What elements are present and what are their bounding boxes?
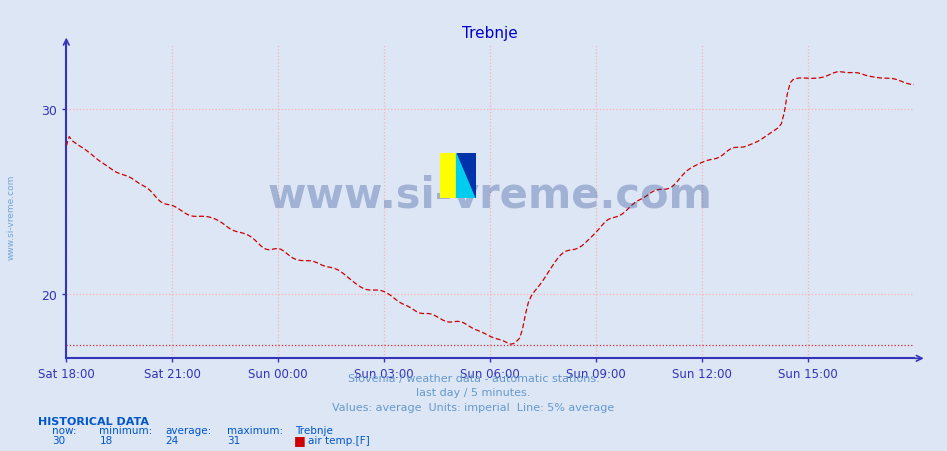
Text: 18: 18 bbox=[99, 435, 113, 445]
Text: now:: now: bbox=[52, 425, 77, 435]
Text: HISTORICAL DATA: HISTORICAL DATA bbox=[38, 416, 149, 426]
Text: Values: average  Units: imperial  Line: 5% average: Values: average Units: imperial Line: 5%… bbox=[332, 402, 615, 412]
Title: Trebnje: Trebnje bbox=[462, 26, 518, 41]
Text: 30: 30 bbox=[52, 435, 65, 445]
Text: 31: 31 bbox=[227, 435, 241, 445]
Text: last day / 5 minutes.: last day / 5 minutes. bbox=[417, 387, 530, 397]
Polygon shape bbox=[440, 153, 456, 198]
Text: www.si-vreme.com: www.si-vreme.com bbox=[268, 175, 712, 216]
Text: minimum:: minimum: bbox=[99, 425, 152, 435]
Polygon shape bbox=[456, 153, 476, 198]
Text: Trebnje: Trebnje bbox=[295, 425, 333, 435]
Text: maximum:: maximum: bbox=[227, 425, 283, 435]
Text: 24: 24 bbox=[166, 435, 179, 445]
Text: Slovenia / weather data - automatic stations.: Slovenia / weather data - automatic stat… bbox=[348, 373, 599, 383]
Polygon shape bbox=[456, 153, 476, 198]
Text: www.si-vreme.com: www.si-vreme.com bbox=[7, 174, 16, 259]
Text: average:: average: bbox=[166, 425, 212, 435]
Text: ■: ■ bbox=[294, 433, 305, 446]
Text: air temp.[F]: air temp.[F] bbox=[308, 435, 369, 445]
